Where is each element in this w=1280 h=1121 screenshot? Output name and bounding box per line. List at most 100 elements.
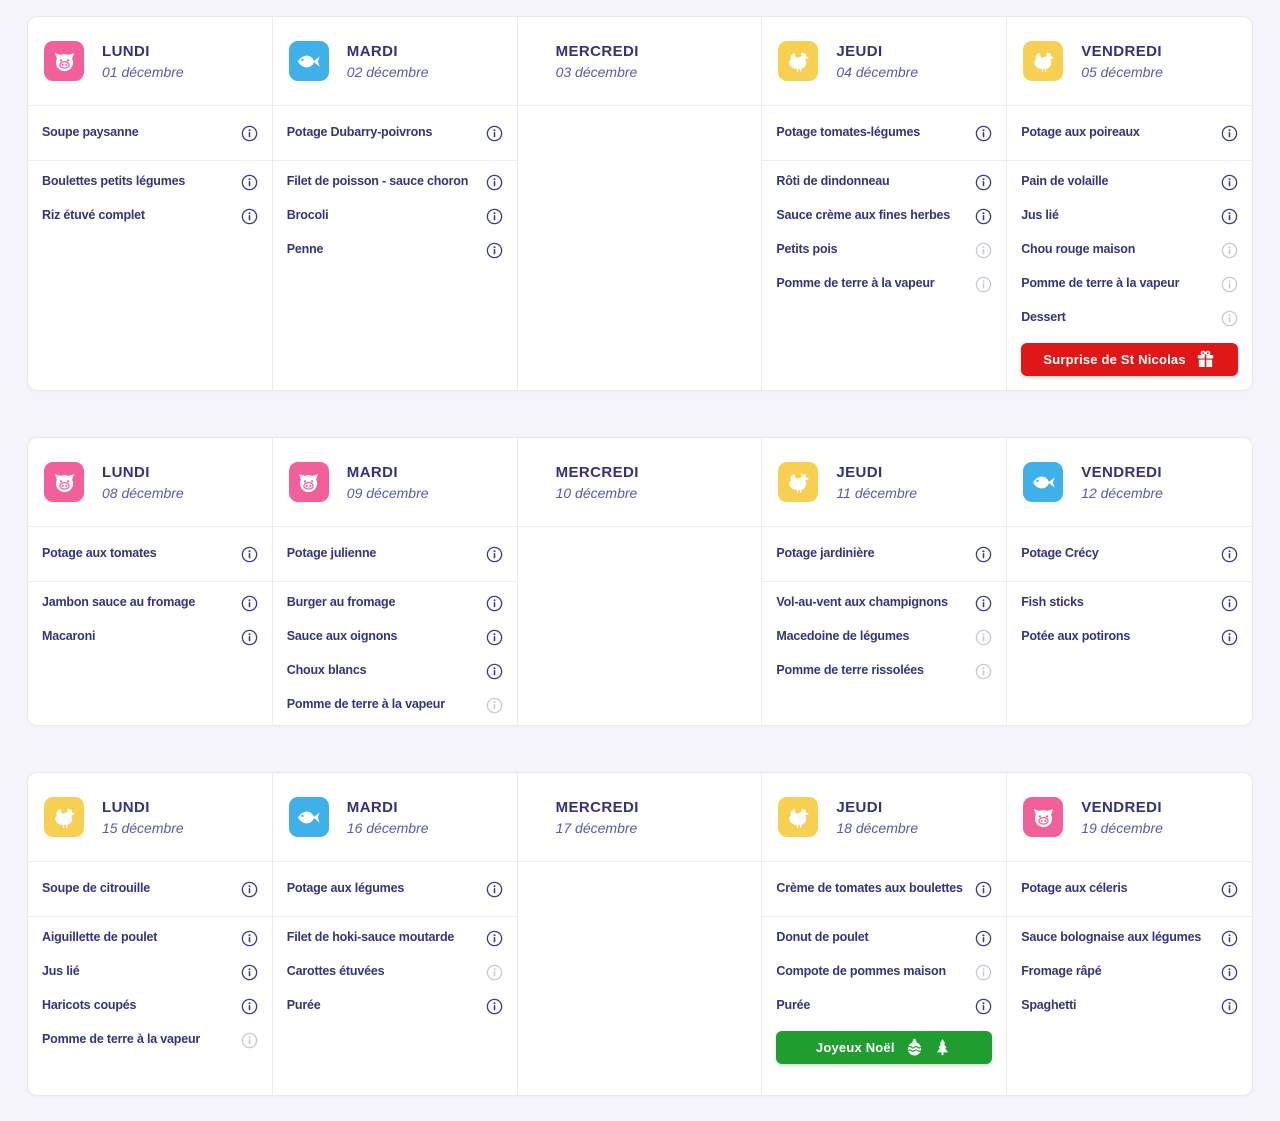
info-icon[interactable] <box>1221 174 1238 191</box>
menu-item-label: Potage Crécy <box>1021 546 1099 561</box>
day-name: MARDI <box>346 42 398 60</box>
day-date: 11 décembre <box>836 484 918 501</box>
info-icon[interactable] <box>486 242 503 259</box>
menu-item-label: Potage Dubarry-poivrons <box>286 125 433 140</box>
info-icon[interactable] <box>1221 125 1238 142</box>
menu-items-list: Jambon sauce au fromage Macaroni <box>28 582 272 654</box>
day-name: LUNDI <box>102 42 150 60</box>
info-icon[interactable] <box>486 546 503 563</box>
info-icon[interactable] <box>1221 881 1238 898</box>
info-icon[interactable] <box>1221 930 1238 947</box>
menu-item-label: Sauce crème aux fines herbes <box>776 208 951 223</box>
info-icon[interactable] <box>1221 208 1238 225</box>
joyeux-no-l-button[interactable]: Joyeux Noël <box>776 1031 993 1064</box>
info-icon[interactable] <box>241 1032 258 1049</box>
info-icon[interactable] <box>486 697 503 714</box>
info-icon[interactable] <box>486 881 503 898</box>
info-icon[interactable] <box>241 629 258 646</box>
info-icon[interactable] <box>1221 546 1238 563</box>
day-header: JEUDI 11 décembre <box>762 438 1007 527</box>
menu-item-row: Boulettes petits légumes <box>28 165 272 199</box>
poultry-icon <box>44 797 84 837</box>
info-icon[interactable] <box>1221 595 1238 612</box>
menu-item-label: Jus lié <box>42 964 80 979</box>
menu-items-list: Sauce bolognaise aux légumes Fromage râpé… <box>1007 917 1252 1023</box>
day-column-mardi: MARDI 09 décembre Potage julienne Burger au… <box>272 438 518 725</box>
info-icon[interactable] <box>241 595 258 612</box>
info-icon[interactable] <box>241 881 258 898</box>
info-icon[interactable] <box>975 930 992 947</box>
menu-items-list: Filet de poisson - sauce choron Brocoli Pe… <box>273 161 517 267</box>
day-header: MARDI 16 décembre <box>272 773 517 862</box>
menu-items-list: Burger au fromage Sauce aux oignons Choux … <box>273 582 517 722</box>
gift-icon <box>1195 349 1216 370</box>
pork-icon <box>288 462 329 502</box>
info-icon[interactable] <box>241 208 258 225</box>
menu-item-row: Brocoli <box>273 199 517 233</box>
day-title: LUNDI 15 décembre <box>102 799 184 836</box>
info-icon[interactable] <box>975 663 992 680</box>
info-icon[interactable] <box>241 174 258 191</box>
info-icon[interactable] <box>486 998 503 1015</box>
day-name: VENDREDI <box>1081 463 1162 481</box>
info-icon[interactable] <box>486 663 503 680</box>
info-icon[interactable] <box>1221 242 1238 259</box>
info-icon[interactable] <box>975 125 992 142</box>
day-date: 02 décembre <box>346 63 429 80</box>
info-icon[interactable] <box>975 964 992 981</box>
info-icon[interactable] <box>486 930 503 947</box>
fish-icon <box>288 797 329 837</box>
menu-item-label: Potage jardinière <box>776 546 875 561</box>
tree-icon <box>932 1037 953 1058</box>
menu-item-label: Donut de poulet <box>776 930 869 945</box>
info-icon[interactable] <box>975 242 992 259</box>
info-icon[interactable] <box>975 629 992 646</box>
menu-item-row: Potée aux potirons <box>1007 620 1252 654</box>
day-date: 18 décembre <box>836 819 919 836</box>
info-icon[interactable] <box>1221 998 1238 1015</box>
soup-row: Soupe paysanne <box>28 106 272 161</box>
soup-row: Potage tomates-légumes <box>762 106 1007 161</box>
surprise-de-st-nicolas-button[interactable]: Surprise de St Nicolas <box>1021 343 1238 376</box>
info-icon[interactable] <box>486 125 503 142</box>
soup-row: Soupe de citrouille <box>28 862 272 917</box>
info-icon[interactable] <box>1221 629 1238 646</box>
info-icon[interactable] <box>975 998 992 1015</box>
info-icon[interactable] <box>1221 964 1238 981</box>
info-icon[interactable] <box>975 595 992 612</box>
info-icon[interactable] <box>975 881 992 898</box>
info-icon[interactable] <box>241 125 258 142</box>
info-icon[interactable] <box>241 998 258 1015</box>
menu-item-label: Pomme de terre à la vapeur <box>776 276 935 291</box>
info-icon[interactable] <box>486 174 503 191</box>
info-icon[interactable] <box>1221 276 1238 293</box>
menu-item-label: Compote de pommes maison <box>776 964 946 979</box>
menu-item-row: Macaroni <box>28 620 272 654</box>
info-icon[interactable] <box>486 208 503 225</box>
day-date: 10 décembre <box>555 484 638 501</box>
info-icon[interactable] <box>975 276 992 293</box>
info-icon[interactable] <box>975 174 992 191</box>
info-icon[interactable] <box>241 930 258 947</box>
menu-item-label: Potage julienne <box>286 546 377 561</box>
info-icon[interactable] <box>1221 310 1238 327</box>
info-icon[interactable] <box>975 208 992 225</box>
info-icon[interactable] <box>975 546 992 563</box>
info-icon[interactable] <box>486 629 503 646</box>
day-title: MARDI 16 décembre <box>347 799 429 836</box>
menu-item-label: Soupe de citrouille <box>42 881 151 896</box>
day-title: MERCREDI 03 décembre <box>556 43 639 80</box>
button-label: Surprise de St Nicolas <box>1043 352 1186 367</box>
menu-item-label: Filet de poisson - sauce choron <box>286 174 469 189</box>
soup-row: Potage aux céleris <box>1007 862 1252 917</box>
menu-item-row: Pain de volaille <box>1007 165 1252 199</box>
info-icon[interactable] <box>486 964 503 981</box>
info-icon[interactable] <box>241 964 258 981</box>
menu-items-list: Fish sticks Potée aux potirons <box>1007 582 1252 654</box>
menu-item-label: Spaghetti <box>1021 998 1077 1013</box>
info-icon[interactable] <box>486 595 503 612</box>
menu-item-row: Spaghetti <box>1007 989 1252 1023</box>
day-name: MARDI <box>346 463 398 481</box>
info-icon[interactable] <box>241 546 258 563</box>
day-column-vendredi: VENDREDI 12 décembre Potage Crécy Fish stic… <box>1007 438 1252 725</box>
